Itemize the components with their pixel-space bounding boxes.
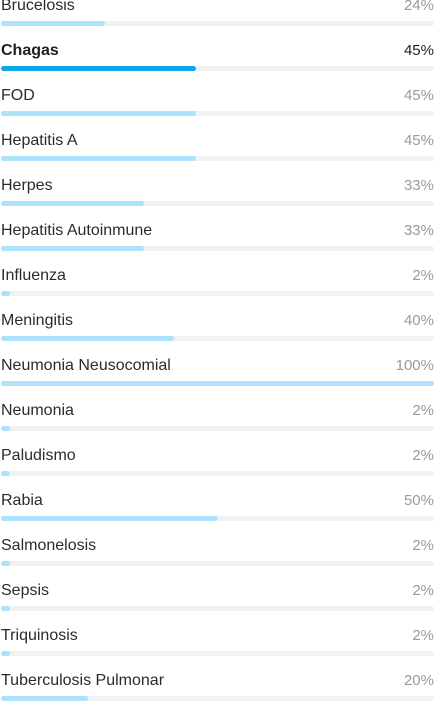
disease-percent: 33% [403, 177, 434, 194]
progress-track [1, 381, 434, 386]
disease-row-sepsis[interactable]: Sepsis 2% [0, 573, 434, 618]
progress-track [1, 561, 434, 566]
progress-track [1, 66, 434, 71]
disease-row-triquinosis[interactable]: Triquinosis 2% [0, 618, 434, 663]
progress-track [1, 336, 434, 341]
progress-track [1, 201, 434, 206]
disease-percent: 50% [403, 492, 434, 509]
disease-percent: 33% [403, 222, 434, 239]
disease-row-neumonia-neusocomial[interactable]: Neumonia Neusocomial 100% [0, 348, 434, 393]
progress-track [1, 606, 434, 611]
progress-fill [1, 336, 175, 341]
disease-row-meningitis[interactable]: Meningitis 40% [0, 303, 434, 348]
disease-name: Paludismo [1, 447, 76, 464]
progress-fill [1, 381, 434, 386]
disease-percent: 2% [412, 582, 434, 599]
disease-row-chagas[interactable]: Chagas 45% [0, 33, 434, 78]
disease-percent: 45% [403, 132, 434, 149]
disease-name: Meningitis [1, 312, 74, 329]
disease-percent: 100% [395, 357, 434, 374]
disease-row-hepatitis-a[interactable]: Hepatitis A 45% [0, 123, 434, 168]
progress-fill [1, 651, 10, 656]
progress-fill [1, 516, 218, 521]
progress-track [1, 426, 434, 431]
progress-track [1, 111, 434, 116]
disease-row-hepatitis-autoinmune[interactable]: Hepatitis Autoinmune 33% [0, 213, 434, 258]
disease-row-paludismo[interactable]: Paludismo 2% [0, 438, 434, 483]
progress-fill [1, 606, 10, 611]
disease-name: Influenza [1, 267, 66, 284]
progress-fill [1, 291, 10, 296]
disease-percent: 20% [403, 672, 434, 689]
progress-track [1, 516, 434, 521]
disease-name: Brucelosis [1, 0, 75, 14]
disease-name: Hepatitis A [1, 132, 78, 149]
disease-percent: 2% [412, 447, 434, 464]
progress-fill [1, 471, 10, 476]
disease-percent: 2% [412, 402, 434, 419]
progress-track [1, 471, 434, 476]
disease-name: Hepatitis Autoinmune [1, 222, 153, 239]
progress-track [1, 291, 434, 296]
progress-fill [1, 426, 10, 431]
disease-percent: 2% [412, 267, 434, 284]
disease-percent: 24% [403, 0, 434, 14]
progress-fill [1, 66, 196, 71]
progress-fill [1, 156, 196, 161]
disease-name: Chagas [1, 42, 59, 59]
disease-row-brucelosis[interactable]: Brucelosis 24% [0, 0, 434, 33]
disease-name: Sepsis [1, 582, 50, 599]
progress-track [1, 156, 434, 161]
progress-fill [1, 201, 144, 206]
disease-name: Tuberculosis Pulmonar [1, 672, 165, 689]
disease-row-neumonia[interactable]: Neumonia 2% [0, 393, 434, 438]
disease-name: Neumonia Neusocomial [1, 357, 171, 374]
disease-row-tuberculosis-pulmonar[interactable]: Tuberculosis Pulmonar 20% [0, 663, 434, 708]
progress-track [1, 246, 434, 251]
progress-fill [1, 696, 88, 701]
progress-track [1, 651, 434, 656]
progress-fill [1, 21, 105, 26]
disease-percent: 45% [403, 42, 434, 59]
disease-name: FOD [1, 87, 35, 104]
disease-name: Neumonia [1, 402, 74, 419]
progress-fill [1, 561, 10, 566]
disease-name: Herpes [1, 177, 53, 194]
progress-track [1, 696, 434, 701]
disease-percent: 2% [412, 627, 434, 644]
disease-name: Triquinosis [1, 627, 78, 644]
disease-name: Rabia [1, 492, 43, 509]
disease-percent: 45% [403, 87, 434, 104]
progress-fill [1, 111, 196, 116]
disease-row-salmonelosis[interactable]: Salmonelosis 2% [0, 528, 434, 573]
disease-row-herpes[interactable]: Herpes 33% [0, 168, 434, 213]
disease-row-influenza[interactable]: Influenza 2% [0, 258, 434, 303]
progress-fill [1, 246, 144, 251]
disease-row-fod[interactable]: FOD 45% [0, 78, 434, 123]
disease-name: Salmonelosis [1, 537, 97, 554]
disease-percent: 2% [412, 537, 434, 554]
disease-percent: 40% [403, 312, 434, 329]
disease-row-rabia[interactable]: Rabia 50% [0, 483, 434, 528]
progress-track [1, 21, 434, 26]
